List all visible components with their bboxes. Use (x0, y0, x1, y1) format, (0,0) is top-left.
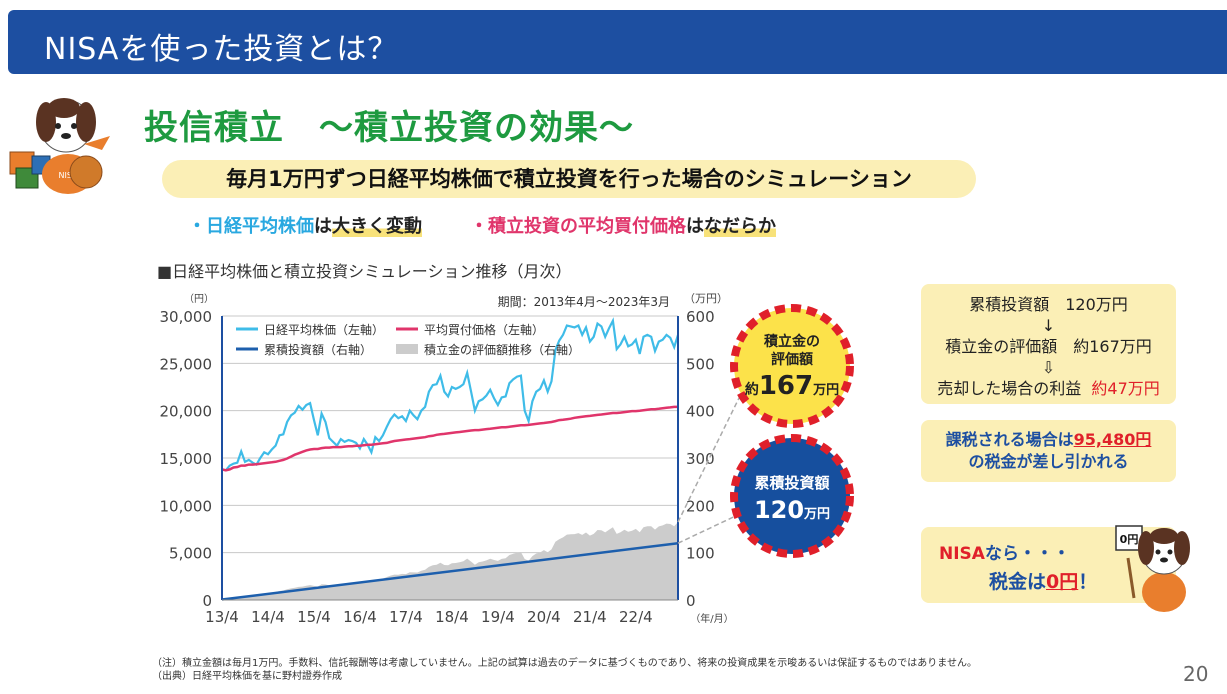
x-tick-label: 17/4 (389, 608, 423, 626)
x-unit: （年/月） (690, 612, 733, 625)
tax-box: 課税される場合は95,480円 の税金が差し引かれる (921, 420, 1176, 482)
valuation-badge-text-part: 積立金の (763, 333, 820, 350)
y-right-tick-label: 0 (686, 592, 696, 610)
dog-mascot-sign-icon: 0円 (1115, 525, 1190, 612)
nisa-tax-label: 税金は (989, 571, 1047, 593)
summary-profit-label: 売却した場合の利益 (937, 379, 1082, 398)
y-right-tick-label: 400 (686, 403, 715, 421)
nisa-zero-amount: 0円 (1046, 571, 1079, 593)
point-nikkei: ・日経平均株価は大きく変動 (188, 212, 422, 238)
point-nikkei-particle: は (314, 216, 332, 237)
y-left-tick-label: 10,000 (160, 497, 213, 515)
average-purchase-price-line (221, 405, 678, 472)
point-nikkei-label: ・日経平均株価 (188, 216, 314, 237)
nisa-line2: 税金は0円！ (989, 567, 1097, 594)
section-title: 投信積立 ～積立投資の効果～ (144, 108, 634, 148)
header-bar: NISAを使った投資とは？ (8, 10, 1227, 74)
footnote-source: （出典）日経平均株価を基に野村證券作成 (152, 671, 342, 682)
y-right-tick-label: 200 (686, 497, 715, 515)
nikkei-simulation-chart: 0 5,000 10,000 15,000 20,000 25,000 30,000 0 100… (160, 292, 854, 626)
nikkei-average-line (221, 317, 680, 472)
legend-label: 平均買付価格（左軸） (424, 322, 544, 337)
chart-period: 期間：2013年4月～2023年3月 (498, 295, 670, 309)
valuation-badge-text-part: 評価額 (771, 351, 813, 368)
nisa-label: NISA (939, 544, 985, 564)
legend-label: 積立金の評価額推移（右軸） (424, 342, 580, 357)
y-left-tick-label: 5,000 (169, 545, 212, 563)
y-left-tick-label: 20,000 (160, 403, 213, 421)
y-left-tick-label: 15,000 (160, 450, 213, 468)
summary-valuation: 積立金の評価額 約167万円 (945, 337, 1152, 356)
legend-label: 累積投資額（右軸） (264, 342, 372, 357)
valuation-badge-text-part: 約 (745, 381, 759, 398)
legend-swatch (396, 344, 418, 354)
x-tick-label: 18/4 (435, 608, 469, 626)
x-tick-label: 20/4 (527, 608, 561, 626)
point-average-label: ・積立投資の平均買付価格 (470, 216, 686, 237)
invested-badge-text: 累積投資額 (754, 474, 829, 492)
invested-connector (677, 511, 745, 544)
tax-amount: 95,480円 (1073, 430, 1152, 449)
valuation-area (222, 522, 678, 600)
summary-box: 累積投資額 120万円 ↓ 積立金の評価額 約167万円 ⇩ 売却した場合の利益… (921, 284, 1176, 404)
valuation-badge-text-part: 167 (759, 371, 813, 401)
down-arrow-icon: ↓ (1041, 316, 1056, 335)
valuation-badge-circle (730, 304, 854, 428)
svg-text:NISA: NISA (58, 171, 78, 180)
tax-prefix: 課税される場合は (945, 430, 1074, 449)
x-tick-label: 13/4 (205, 608, 239, 626)
cumulative-investment-line (221, 541, 679, 601)
y-right-tick-label: 500 (686, 355, 715, 373)
tax-line2: の税金が差し引かれる (968, 452, 1129, 471)
nisa-exclamation: ！ (1078, 571, 1098, 593)
invested-badge-circle (730, 434, 854, 558)
summary-invested: 累積投資額 120万円 (969, 295, 1128, 314)
tax-line1: 課税される場合は95,480円 (921, 429, 1176, 451)
y-right-tick-label: 100 (686, 545, 715, 563)
y-right-tick-label: 600 (686, 308, 715, 326)
down-arrow-outline-icon: ⇩ (1041, 358, 1056, 377)
x-tick-label: 16/4 (343, 608, 377, 626)
section-subtitle: 毎月1万円ずつ日経平均株価で積立投資を行った場合のシミュレーション (162, 160, 976, 198)
mascot-sign-text: 0円 (1120, 533, 1139, 546)
page-header-title: NISAを使った投資とは？ (44, 32, 399, 67)
footnote-note: （注）積立金額は毎月1万円。手数料、信託報酬等は考慮していません。上記の試算は過… (152, 658, 977, 669)
x-tick-label: 21/4 (573, 608, 607, 626)
nisa-line1: NISAなら・・・ (939, 539, 1070, 564)
valuation-badge-text: 積立金の (763, 333, 820, 350)
point-average-emphasis: なだらか (704, 216, 776, 237)
y-right-unit: （万円） (684, 292, 728, 305)
nisa-nara: なら・・・ (984, 544, 1070, 564)
footnote: （注）積立金額は毎月1万円。手数料、信託報酬等は考慮していません。上記の試算は過… (152, 657, 977, 683)
valuation-badge-text: 評価額 (771, 351, 813, 368)
chart-caption: ■日経平均株価と積立投資シミュレーション推移（月次） (157, 262, 572, 281)
dog-mascot-icon: NISA (9, 98, 110, 194)
x-tick-label: 15/4 (297, 608, 331, 626)
page-number: 20 (1183, 662, 1209, 686)
point-nikkei-emphasis: 大きく変動 (332, 216, 422, 237)
summary-profit: 売却した場合の利益 約47万円 (921, 378, 1176, 399)
y-left-tick-label: 25,000 (160, 355, 213, 373)
x-tick-label: 14/4 (251, 608, 285, 626)
x-tick-label: 22/4 (619, 608, 653, 626)
point-average-particle: は (686, 216, 704, 237)
valuation-badge-text: 約167万円 (745, 371, 839, 401)
invested-badge-text-part: 120 (754, 496, 804, 524)
y-left-tick-label: 0 (202, 592, 212, 610)
invested-badge-text-part: 累積投資額 (754, 474, 829, 492)
invested-badge-text: 120万円 (754, 496, 830, 524)
y-left-unit: （円） (184, 293, 214, 305)
summary-profit-amount: 約47万円 (1091, 379, 1160, 398)
y-right-tick-label: 300 (686, 450, 715, 468)
y-left-tick-label: 30,000 (160, 308, 213, 326)
point-average: ・積立投資の平均買付価格はなだらか (470, 212, 776, 238)
valuation-badge-text-part: 万円 (812, 383, 839, 398)
x-tick-label: 19/4 (481, 608, 515, 626)
invested-badge-text-part: 万円 (803, 507, 830, 522)
legend-label: 日経平均株価（左軸） (264, 322, 384, 337)
